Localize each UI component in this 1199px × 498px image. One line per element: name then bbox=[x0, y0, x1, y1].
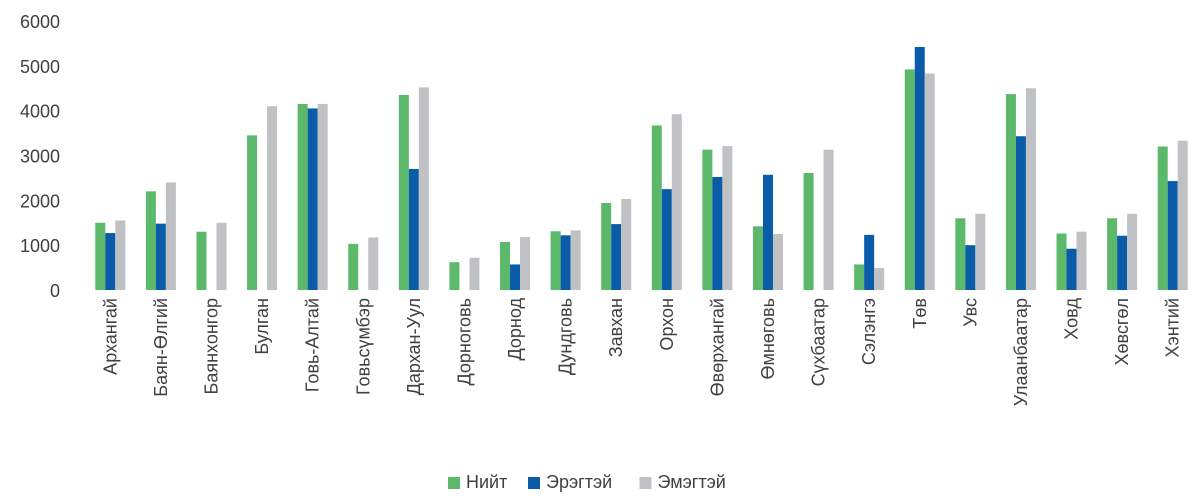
bar bbox=[874, 268, 885, 290]
bar bbox=[712, 177, 723, 290]
bar bbox=[904, 69, 915, 290]
bar bbox=[267, 106, 278, 290]
x-tick-label: Баянхонгор bbox=[201, 298, 221, 394]
x-tick-label: Улаанбаатар bbox=[1011, 298, 1031, 406]
bar bbox=[1025, 88, 1036, 290]
bar bbox=[500, 242, 511, 290]
bar bbox=[1107, 218, 1118, 290]
y-tick-label: 1000 bbox=[20, 236, 60, 256]
legend-swatch bbox=[639, 477, 652, 489]
bar bbox=[601, 203, 612, 290]
x-tick-label: Булган bbox=[252, 298, 272, 355]
bar bbox=[803, 172, 814, 290]
bar bbox=[155, 223, 166, 290]
bar bbox=[924, 73, 935, 290]
bar bbox=[1117, 235, 1128, 290]
x-tick-label: Архангай bbox=[100, 298, 120, 375]
y-tick-label: 2000 bbox=[20, 191, 60, 211]
bar bbox=[651, 125, 662, 290]
x-tick-label: Хэнтий bbox=[1163, 298, 1183, 357]
bar bbox=[772, 233, 783, 290]
bar bbox=[955, 218, 966, 290]
bar bbox=[307, 108, 318, 290]
bar bbox=[854, 264, 865, 290]
x-tick-label: Говь-Алтай bbox=[303, 298, 323, 392]
y-tick-label: 4000 bbox=[20, 102, 60, 122]
x-tick-label: Сүхбаатар bbox=[809, 298, 829, 386]
legend-label: Нийт bbox=[466, 472, 507, 492]
x-tick-label: Ховд bbox=[1062, 298, 1082, 340]
legend-label: Эрэгтэй bbox=[546, 472, 612, 492]
bar bbox=[520, 237, 531, 290]
bar bbox=[449, 262, 460, 290]
bar bbox=[864, 234, 875, 290]
bar bbox=[95, 222, 106, 290]
bar bbox=[115, 220, 126, 290]
bar bbox=[914, 47, 925, 291]
bar bbox=[145, 191, 156, 290]
x-tick-label: Сэлэнгэ bbox=[859, 298, 879, 365]
bar bbox=[752, 226, 763, 290]
bar bbox=[1177, 140, 1188, 290]
bar bbox=[621, 198, 632, 290]
bar bbox=[722, 146, 733, 290]
bar bbox=[469, 257, 480, 290]
x-tick-label: Говьсүмбэр bbox=[353, 298, 373, 395]
bar bbox=[661, 189, 672, 290]
bar bbox=[216, 222, 227, 290]
x-tick-label: Дорноговь bbox=[454, 298, 474, 386]
bar bbox=[297, 103, 308, 290]
bar bbox=[1157, 146, 1168, 290]
bar bbox=[1005, 94, 1016, 290]
bar bbox=[408, 168, 419, 290]
bar bbox=[196, 231, 207, 290]
y-tick-label: 5000 bbox=[20, 57, 60, 77]
bar bbox=[105, 233, 116, 290]
bar bbox=[317, 103, 328, 290]
x-tick-label: Завхан bbox=[606, 298, 626, 357]
x-tick-label: Дундговь bbox=[556, 298, 576, 375]
bar bbox=[560, 235, 571, 290]
x-tick-label: Баян-Өлгий bbox=[151, 298, 171, 397]
x-tick-label: Увс bbox=[960, 298, 980, 327]
y-tick-label: 0 bbox=[50, 281, 60, 301]
bar bbox=[1066, 248, 1077, 290]
bar bbox=[762, 174, 773, 290]
bar bbox=[247, 135, 258, 290]
bar bbox=[398, 94, 409, 290]
y-tick-label: 3000 bbox=[20, 147, 60, 167]
bar bbox=[1076, 231, 1087, 290]
bar bbox=[348, 243, 359, 290]
bar bbox=[975, 213, 986, 290]
bar bbox=[570, 230, 581, 290]
bar bbox=[1015, 136, 1026, 290]
bar bbox=[550, 231, 561, 290]
x-tick-label: Орхон bbox=[657, 298, 677, 351]
legend-label: Эмэгтэй bbox=[658, 472, 726, 492]
bar bbox=[965, 245, 976, 290]
bar bbox=[702, 149, 713, 290]
x-tick-label: Дархан-Уул bbox=[404, 298, 424, 395]
legend-swatch bbox=[528, 477, 540, 489]
x-tick-label: Дорнод bbox=[505, 298, 525, 361]
bar bbox=[418, 87, 429, 290]
y-tick-label: 6000 bbox=[20, 12, 60, 32]
bar bbox=[611, 224, 622, 290]
bar bbox=[368, 237, 379, 290]
legend-swatch bbox=[448, 477, 460, 489]
bar bbox=[1056, 233, 1067, 290]
x-tick-label: Төв bbox=[910, 298, 930, 329]
bar bbox=[671, 114, 682, 291]
x-tick-label: Хөвсгөл bbox=[1112, 298, 1132, 365]
bar bbox=[510, 264, 521, 290]
bar bbox=[1167, 181, 1178, 290]
bar bbox=[165, 182, 176, 290]
bar bbox=[823, 149, 834, 290]
bar bbox=[1127, 213, 1138, 290]
x-tick-label: Өвөрхангай bbox=[707, 298, 727, 396]
x-tick-label: Өмнөговь bbox=[758, 298, 778, 379]
